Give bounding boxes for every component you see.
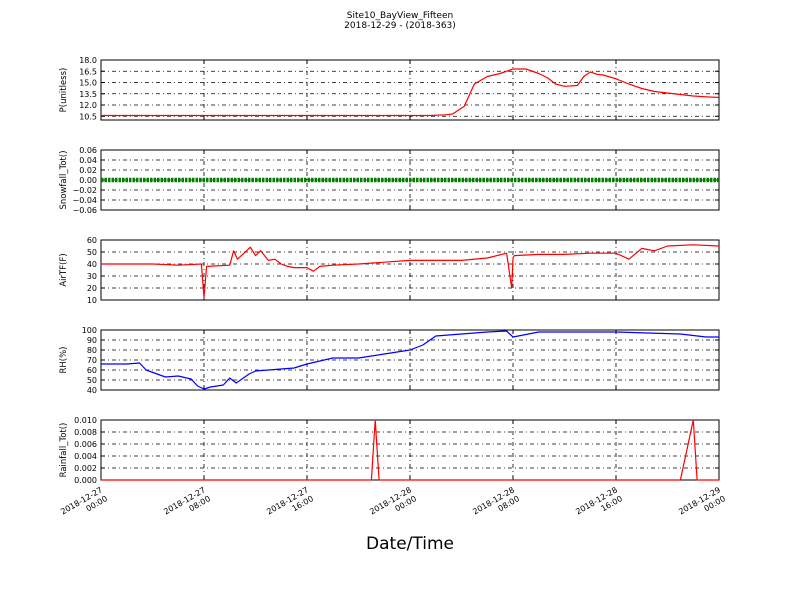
y-tick-label: 15.0 xyxy=(79,79,97,88)
y-tick-label: 0.002 xyxy=(74,464,97,473)
y-tick-label: 20 xyxy=(87,284,97,293)
x-axis-label: Date/Time xyxy=(366,534,454,554)
y-tick-label: 100 xyxy=(82,326,97,335)
y-tick-label: 30 xyxy=(87,272,97,281)
y-tick-label: 50 xyxy=(87,248,97,257)
y-tick-label: 18.0 xyxy=(79,56,97,65)
y-tick-label: −0.04 xyxy=(72,196,97,205)
panel-1: 18.0 16.5 15.0 13.5 12.0 10.5 P(unitless) xyxy=(59,56,720,121)
y-tick-label: 0.00 xyxy=(79,176,97,185)
y-tick-label: 60 xyxy=(87,366,97,375)
series-line xyxy=(101,68,720,117)
y-tick-label: 40 xyxy=(87,260,97,269)
y-tick-label: 0.010 xyxy=(74,416,97,425)
y-tick-label: 90 xyxy=(87,336,97,345)
y-tick-label: 70 xyxy=(87,356,97,365)
panel-3: 60 50 40 30 20 10 AirTF(F) xyxy=(59,236,720,305)
y-tick-label: 10 xyxy=(87,296,97,305)
y-tick-label: −0.02 xyxy=(72,186,97,195)
y-tick-label: 0.000 xyxy=(74,476,97,485)
panel-2: 0.060.040.020.00−0.02−0.04−0.06Snowfall_… xyxy=(59,146,720,215)
figure-title: Site10_BayView_Fifteen xyxy=(346,11,454,21)
y-tick-label: 0.006 xyxy=(74,440,97,449)
series-line xyxy=(101,244,720,299)
y-axis-label: AirTF(F) xyxy=(59,253,69,286)
y-axis-label: P(unitless) xyxy=(59,68,69,113)
y-axis-label: Rainfall_Tot() xyxy=(59,423,69,478)
figure-subtitle: 2018-12-29 - (2018-363) xyxy=(344,21,456,31)
y-tick-label: 12.0 xyxy=(79,101,97,110)
y-tick-label: 0.04 xyxy=(79,156,97,165)
y-tick-label: 0.004 xyxy=(74,452,97,461)
series-line xyxy=(101,419,719,481)
panel-5: 0.010 0.008 0.006 0.004 0.002 0.000 Rainfall_T… xyxy=(59,416,720,485)
y-tick-label: 0.008 xyxy=(74,428,97,437)
y-tick-label: 16.5 xyxy=(79,67,97,76)
y-tick-label: −0.06 xyxy=(72,206,97,215)
y-tick-label: 80 xyxy=(87,346,97,355)
y-tick-label: 0.06 xyxy=(79,146,97,155)
y-tick-label: 40 xyxy=(87,386,97,395)
y-tick-label: 10.5 xyxy=(79,112,97,121)
series-line xyxy=(101,330,719,390)
y-axis-label: Snowfall_Tot() xyxy=(59,150,69,209)
y-tick-label: 60 xyxy=(87,236,97,245)
y-tick-label: 50 xyxy=(87,376,97,385)
y-tick-label: 13.5 xyxy=(79,90,97,99)
y-axis-label: RH(%) xyxy=(59,346,69,373)
y-tick-label: 0.02 xyxy=(79,166,97,175)
